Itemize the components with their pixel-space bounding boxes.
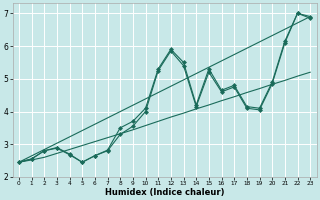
X-axis label: Humidex (Indice chaleur): Humidex (Indice chaleur) xyxy=(105,188,224,197)
